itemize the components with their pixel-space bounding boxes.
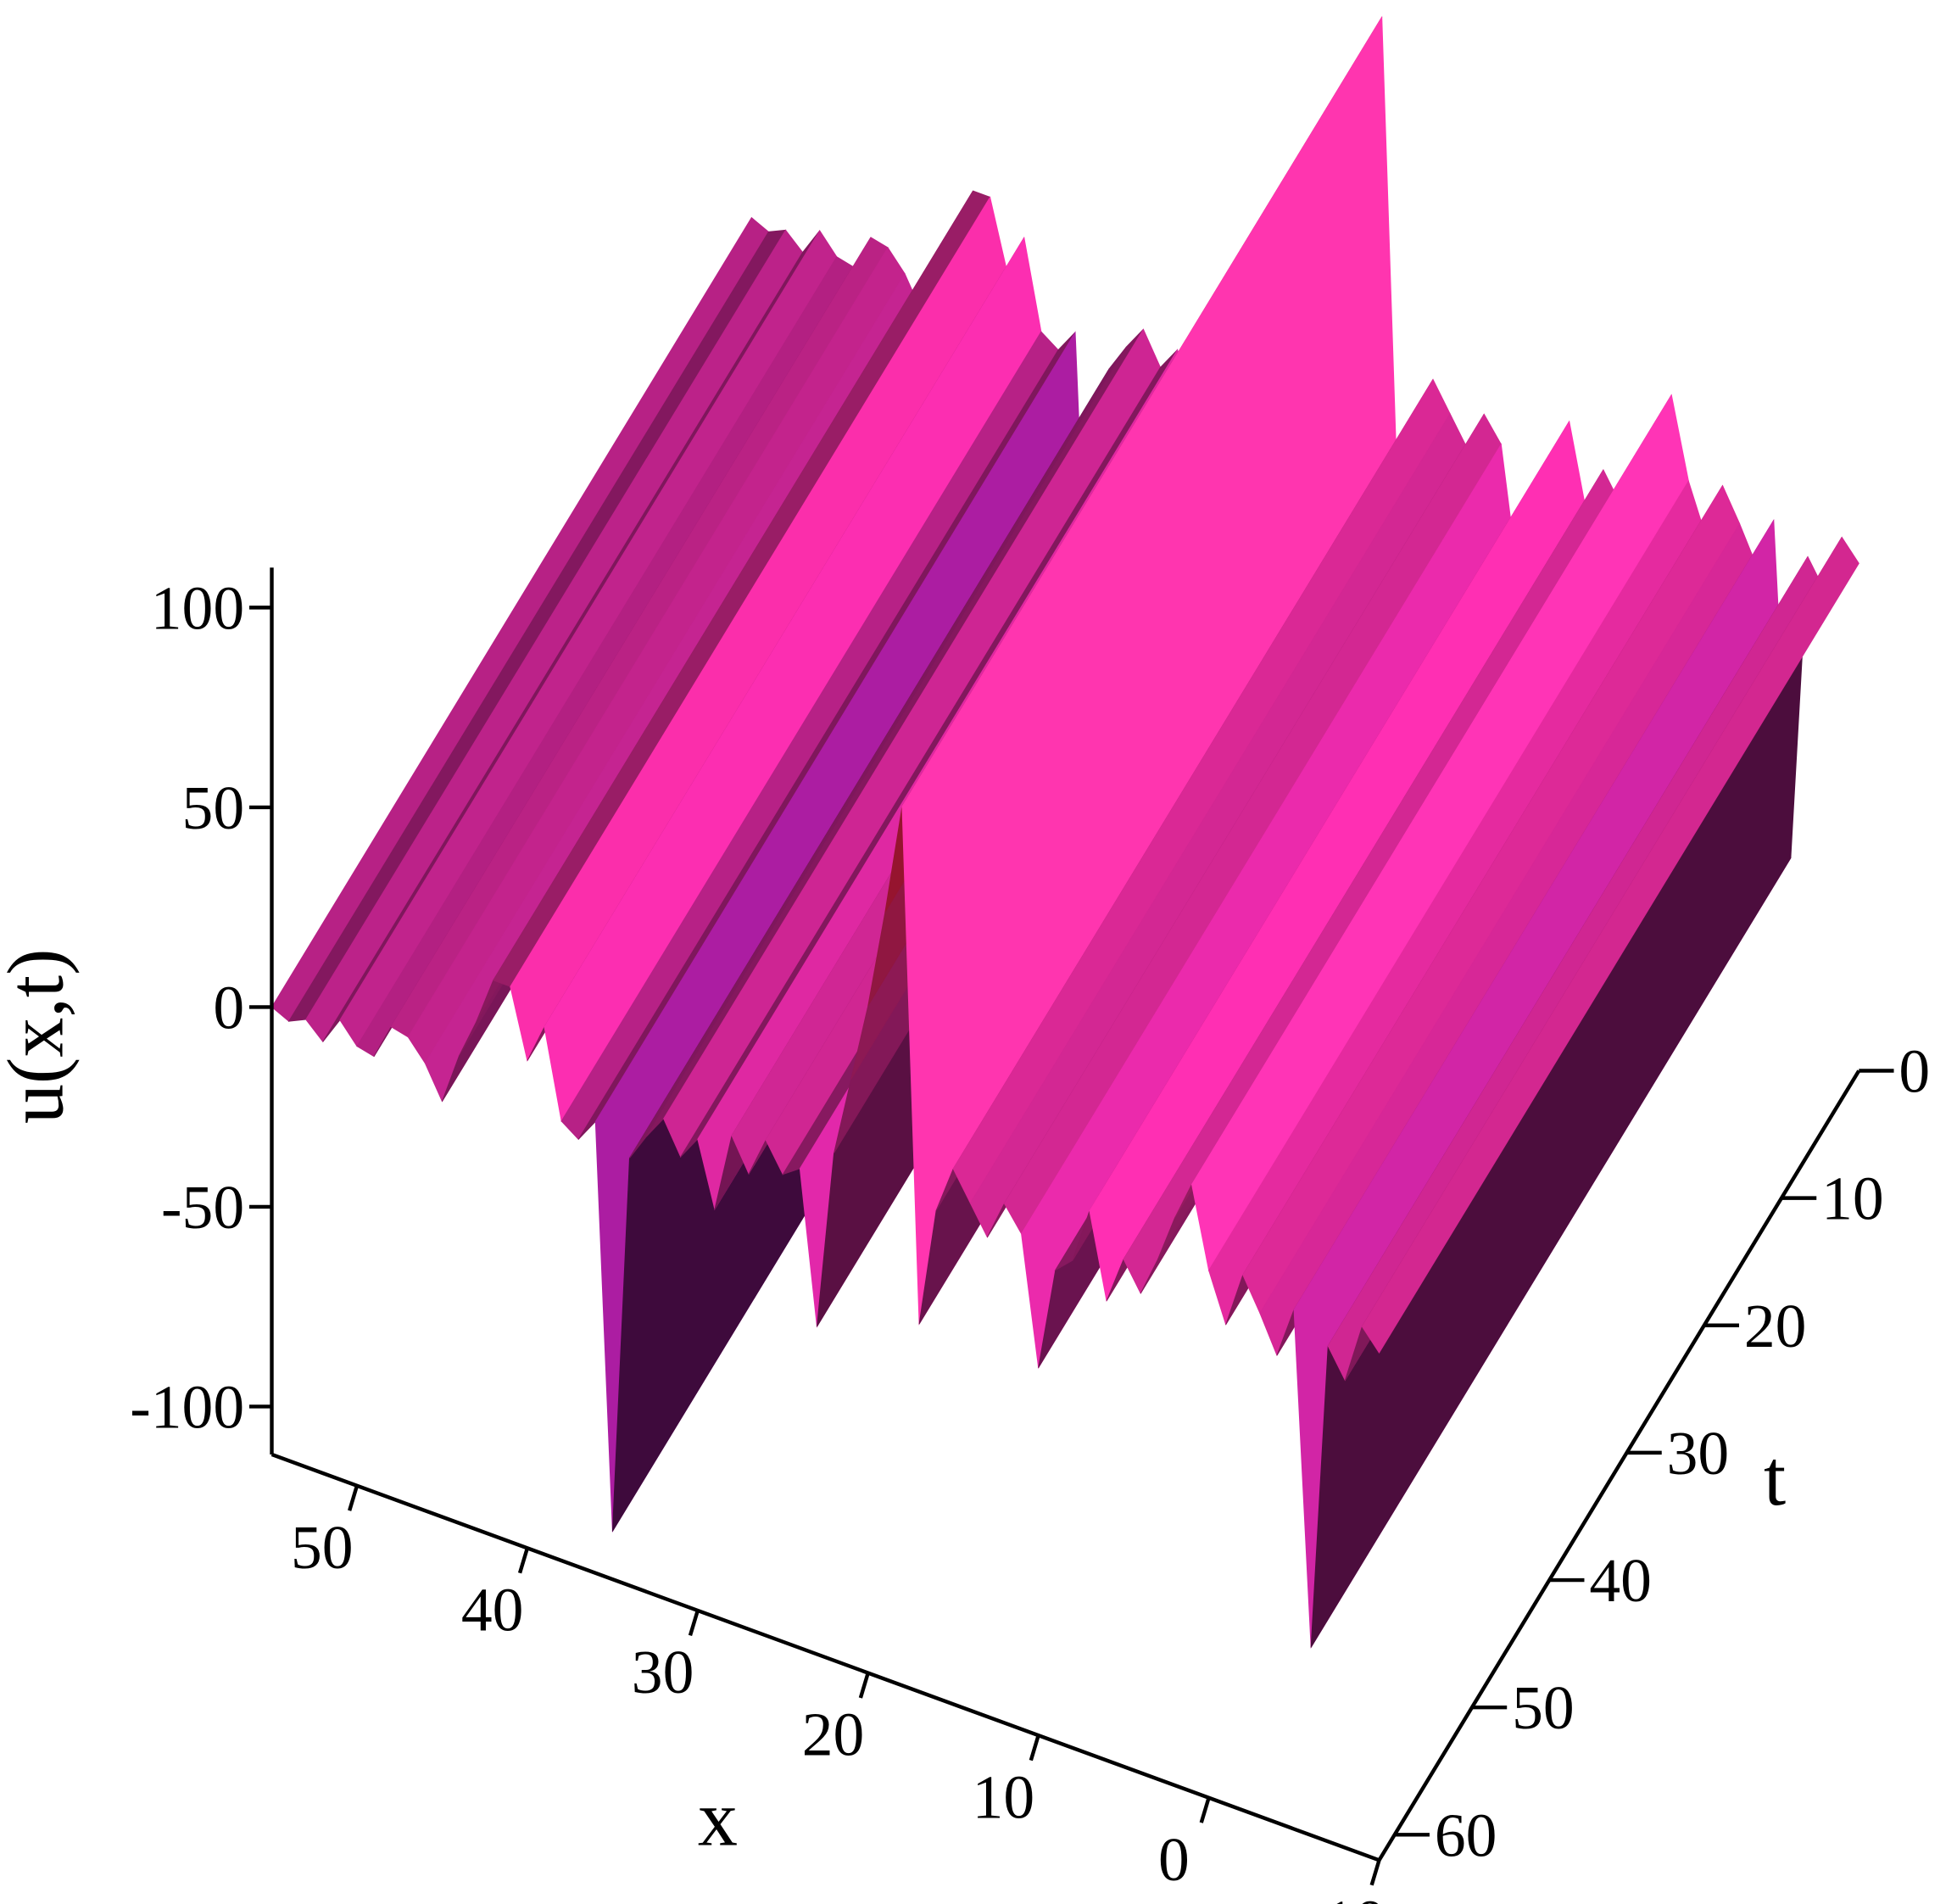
x-tick-label: 0 (1158, 1824, 1190, 1894)
t-tick-label: 30 (1667, 1418, 1730, 1488)
x-axis-title: x (698, 1775, 738, 1863)
x-tick-label: 30 (632, 1637, 694, 1706)
x-tick-label: 10 (973, 1762, 1035, 1831)
z-tick-label: 0 (213, 972, 244, 1041)
t-axis (1377, 1069, 1861, 1862)
x-tick-label: 20 (802, 1700, 865, 1769)
x-tick (1199, 1797, 1211, 1823)
t-tick-label: 50 (1512, 1672, 1575, 1742)
z-tick-label: -50 (161, 1172, 244, 1242)
t-axis-title: t (1764, 1434, 1786, 1522)
t-tick-label: 0 (1898, 1036, 1930, 1106)
x-tick-label: 40 (461, 1574, 524, 1644)
z-tick-label: 50 (182, 773, 245, 842)
t-tick-label: 40 (1589, 1545, 1652, 1615)
x-tick-label: -10 (1302, 1886, 1386, 1904)
x-tick (348, 1485, 360, 1511)
surface-strip (1361, 536, 1859, 1354)
surface (270, 15, 1859, 1649)
z-axis-title: u(x,t) (0, 949, 81, 1125)
x-tick-label: 50 (291, 1512, 354, 1582)
x-axis (270, 1452, 1380, 1862)
x-tick (1029, 1734, 1040, 1762)
t-tick-label: 60 (1435, 1800, 1497, 1869)
x-tick (858, 1672, 870, 1699)
x-tick (1369, 1859, 1381, 1886)
x-tick (517, 1547, 530, 1574)
z-tick-label: -100 (130, 1371, 244, 1441)
t-tick-label: 20 (1744, 1291, 1807, 1360)
t-tick-label: 10 (1821, 1164, 1884, 1233)
z-tick-label: 100 (151, 572, 244, 642)
x-tick (688, 1610, 700, 1637)
